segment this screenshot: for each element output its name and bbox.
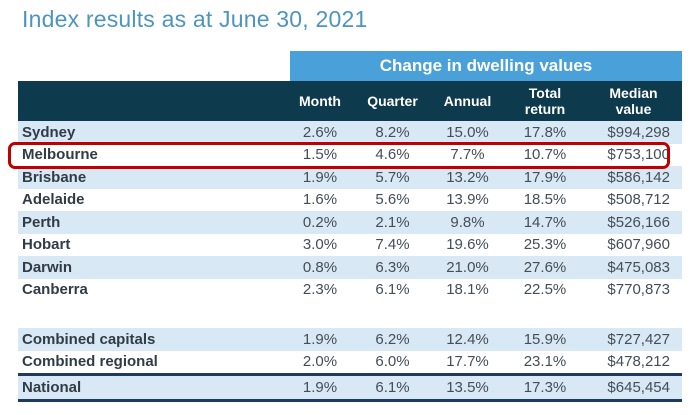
column-header-region — [18, 81, 285, 121]
page-title: Index results as at June 30, 2021 — [22, 6, 368, 32]
column-header-quarter: Quarter — [367, 92, 418, 109]
cell-total-return: 14.7% — [523, 213, 567, 231]
column-header-month: Month — [299, 92, 341, 109]
column-header-total-return: Total return — [524, 84, 566, 117]
cell-quarter: 6.0% — [375, 353, 410, 371]
cell-median-value: $475,083 — [607, 258, 670, 276]
row-label: Sydney — [22, 123, 76, 141]
cell-quarter: 6.1% — [375, 378, 410, 396]
cell-month: 1.6% — [302, 191, 338, 209]
cell-annual: 19.6% — [446, 236, 489, 254]
table-row-brisbane: Brisbane 1.9% 5.7% 13.2% 17.9% $586,142 — [18, 166, 682, 189]
row-label: Adelaide — [22, 191, 85, 209]
table-row-perth: Perth 0.2% 2.1% 9.8% 14.7% $526,166 — [18, 211, 682, 234]
band-spacer — [18, 51, 290, 81]
cell-annual: 21.0% — [446, 258, 489, 276]
cell-annual: 18.1% — [446, 281, 489, 299]
cell-quarter: 6.2% — [375, 330, 410, 348]
cell-median-value: $645,454 — [607, 378, 670, 396]
cell-median-value: $526,166 — [607, 213, 670, 231]
cell-month: 1.9% — [302, 378, 338, 396]
column-header-median-value: Median value — [609, 84, 658, 117]
cell-month: 1.9% — [302, 168, 338, 186]
cell-total-return: 17.9% — [523, 168, 567, 186]
cell-total-return: 10.7% — [523, 146, 567, 164]
cell-month: 0.8% — [302, 258, 338, 276]
cell-median-value: $770,873 — [607, 281, 670, 299]
row-label: Hobart — [22, 236, 71, 254]
cell-month: 2.0% — [302, 353, 338, 371]
row-label: National — [22, 378, 82, 396]
cell-quarter: 5.7% — [375, 168, 410, 186]
row-label: Combined capitals — [22, 330, 156, 348]
cell-annual: 13.2% — [446, 168, 489, 186]
cell-quarter: 6.1% — [375, 281, 410, 299]
row-label: Perth — [22, 213, 61, 231]
row-label: Brisbane — [22, 168, 87, 186]
cell-median-value: $478,212 — [607, 353, 670, 371]
cell-total-return: 27.6% — [523, 258, 567, 276]
cell-annual: 9.8% — [450, 213, 485, 231]
column-header-row: Month Quarter Annual Total return Median… — [18, 81, 682, 121]
table-row-adelaide: Adelaide 1.6% 5.6% 13.9% 18.5% $508,712 — [18, 189, 682, 212]
cell-median-value: $607,960 — [607, 236, 670, 254]
cell-month: 1.9% — [302, 330, 338, 348]
cell-quarter: 4.6% — [375, 146, 410, 164]
cell-total-return: 25.3% — [523, 236, 567, 254]
table-row-canberra: Canberra 2.3% 6.1% 18.1% 22.5% $770,873 — [18, 279, 682, 302]
cell-median-value: $586,142 — [607, 168, 670, 186]
cell-total-return: 17.8% — [523, 123, 567, 141]
cell-month: 0.2% — [302, 213, 338, 231]
row-label: Melbourne — [22, 146, 98, 164]
cell-total-return: 23.1% — [523, 353, 567, 371]
cell-quarter: 6.3% — [375, 258, 410, 276]
cell-quarter: 8.2% — [375, 123, 410, 141]
dwelling-values-band-row: Change in dwelling values — [18, 51, 682, 81]
cell-annual: 12.4% — [446, 330, 489, 348]
table-row-combined-regional: Combined regional 2.0% 6.0% 17.7% 23.1% … — [18, 351, 682, 374]
cell-month: 3.0% — [302, 236, 338, 254]
cell-median-value: $994,298 — [607, 123, 670, 141]
cell-month: 1.5% — [302, 146, 338, 164]
cell-total-return: 15.9% — [523, 330, 567, 348]
table-row-combined-capitals: Combined capitals 1.9% 6.2% 12.4% 15.9% … — [18, 328, 682, 351]
blank-spacer-row — [18, 301, 682, 328]
cell-annual: 17.7% — [446, 353, 489, 371]
cell-total-return: 22.5% — [523, 281, 567, 299]
cell-annual: 15.0% — [446, 123, 489, 141]
cell-median-value: $508,712 — [607, 191, 670, 209]
row-label: Darwin — [22, 258, 73, 276]
cell-total-return: 18.5% — [523, 191, 567, 209]
table-row-melbourne: Melbourne 1.5% 4.6% 7.7% 10.7% $753,100 — [18, 144, 682, 167]
column-header-annual: Annual — [443, 92, 492, 109]
cell-quarter: 7.4% — [375, 236, 410, 254]
cell-month: 2.3% — [302, 281, 338, 299]
cell-quarter: 2.1% — [375, 213, 410, 231]
cell-annual: 13.5% — [446, 378, 489, 396]
row-label: Combined regional — [22, 353, 158, 371]
dwelling-values-band: Change in dwelling values — [290, 51, 682, 81]
cell-month: 2.6% — [302, 123, 338, 141]
table-row-national: National 1.9% 6.1% 13.5% 17.3% $645,454 — [18, 373, 682, 402]
table-row-hobart: Hobart 3.0% 7.4% 19.6% 25.3% $607,960 — [18, 234, 682, 257]
table-row-sydney: Sydney 2.6% 8.2% 15.0% 17.8% $994,298 — [18, 121, 682, 144]
row-label: Canberra — [22, 281, 88, 299]
index-results-table: Change in dwelling values Month Quarter … — [8, 51, 682, 402]
cell-annual: 13.9% — [446, 191, 489, 209]
cell-median-value: $753,100 — [607, 146, 670, 164]
cell-annual: 7.7% — [450, 146, 485, 164]
cell-median-value: $727,427 — [607, 330, 670, 348]
table-row-darwin: Darwin 0.8% 6.3% 21.0% 27.6% $475,083 — [18, 256, 682, 279]
cell-total-return: 17.3% — [523, 378, 567, 396]
cell-quarter: 5.6% — [375, 191, 410, 209]
